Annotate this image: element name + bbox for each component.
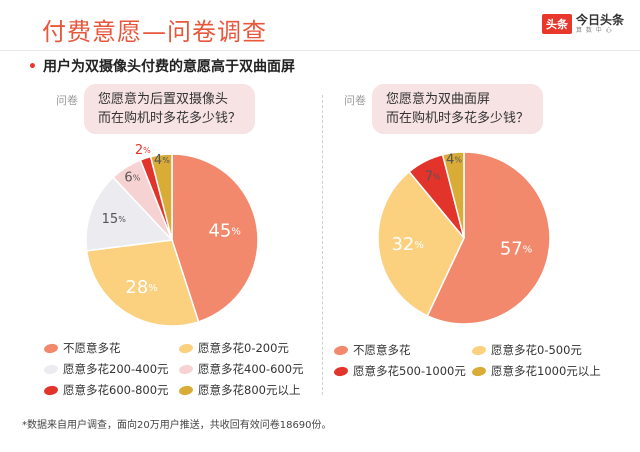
legend-swatch	[471, 365, 487, 377]
legend-item: 愿意多花500-1000元	[333, 363, 466, 379]
brand-logo: 头条 今日头条 算 数 中 心	[541, 14, 624, 34]
pie-slice	[426, 151, 551, 325]
legend-item: 愿意多花0-200元	[178, 340, 289, 356]
slice-value-label: 2%	[135, 143, 151, 158]
legend-item: 愿意多花1000元以上	[471, 363, 601, 379]
title-divider	[0, 50, 640, 51]
footnote: *数据来自用户调查，面向20万用户推送，共收回有效问卷18690份。	[22, 420, 332, 431]
logo-name: 今日头条	[575, 13, 624, 27]
subtitle-text: 用户为双摄像头付费的意愿高于双曲面屏	[42, 59, 295, 75]
legend-item: 愿意多花200-400元	[43, 361, 169, 377]
legend-swatch	[178, 384, 194, 396]
legend-swatch	[43, 363, 59, 375]
legend-label: 不愿意多花	[353, 343, 411, 357]
legend-item: 愿意多花600-800元	[43, 382, 169, 398]
legend-label: 愿意多花0-500元	[491, 343, 582, 357]
question-line: 您愿意为双曲面屏	[386, 92, 491, 107]
question-line: 而在购机时多花多少钱？	[98, 111, 242, 126]
legend-swatch	[471, 344, 487, 356]
legend-label: 愿意多花1000元以上	[491, 364, 601, 378]
slice-value-label: 6%	[124, 170, 140, 185]
logo-text: 今日头条 算 数 中 心	[576, 14, 624, 34]
subtitle: • 用户为双摄像头付费的意愿高于双曲面屏	[28, 56, 295, 76]
question-label-left: 问卷	[56, 94, 78, 107]
pie-slice	[85, 176, 174, 252]
slice-value-label: 57%	[500, 239, 532, 260]
slice-value-label: 32%	[391, 234, 423, 255]
pie-slice	[149, 153, 173, 241]
bullet-icon: •	[28, 59, 37, 75]
slice-value-label: 7%	[425, 169, 441, 184]
slice-value-label: 4%	[154, 152, 170, 167]
question-line: 而在购机时多花多少钱？	[386, 111, 530, 126]
pie-slice	[171, 153, 259, 323]
legend-swatch	[43, 384, 59, 396]
logo-sub: 算 数 中 心	[575, 27, 613, 34]
pie-slice	[377, 170, 465, 317]
legend-swatch	[333, 365, 349, 377]
legend-label: 愿意多花200-400元	[63, 362, 169, 376]
slice-value-label: 28%	[125, 277, 157, 298]
legend-swatch	[333, 344, 349, 356]
legend-label: 愿意多花400-600元	[198, 362, 304, 376]
pie-chart-curved-screen: 57% 32% 7% 4%	[377, 151, 551, 325]
question-label-right: 问卷	[344, 94, 366, 107]
legend-item: 不愿意多花	[43, 340, 121, 356]
legend-item: 愿意多花0-500元	[471, 342, 582, 358]
legend-item: 愿意多花800元以上	[178, 382, 301, 398]
page-title: 付费意愿—问卷调查	[42, 18, 267, 46]
legend-label: 愿意多花0-200元	[198, 341, 289, 355]
question-box-right: 您愿意为双曲面屏 而在购机时多花多少钱？	[372, 84, 544, 134]
slice-value-label: 4%	[446, 152, 462, 167]
legend-item: 愿意多花400-600元	[178, 361, 304, 377]
logo-badge: 头条	[541, 14, 572, 34]
legend-swatch	[43, 342, 59, 354]
legend-label: 不愿意多花	[63, 341, 121, 355]
legend-item: 不愿意多花	[333, 342, 411, 358]
legend-label: 愿意多花800元以上	[198, 383, 301, 397]
slice-value-label: 45%	[208, 221, 240, 242]
legend-swatch	[178, 363, 194, 375]
pie-chart-camera: 45% 28% 15% 6% 2%4%	[85, 143, 259, 327]
question-line: 您愿意为后置双摄像头	[98, 92, 229, 107]
pie-slice	[85, 239, 200, 327]
legend-label: 愿意多花600-800元	[63, 383, 169, 397]
pie-slice	[441, 151, 465, 239]
legend-label: 愿意多花500-1000元	[353, 364, 466, 378]
question-box-left: 您愿意为后置双摄像头 而在购机时多花多少钱？	[84, 84, 256, 134]
slice-value-label: 15%	[102, 212, 127, 227]
legend-swatch	[178, 342, 194, 354]
panel-divider	[322, 95, 324, 395]
